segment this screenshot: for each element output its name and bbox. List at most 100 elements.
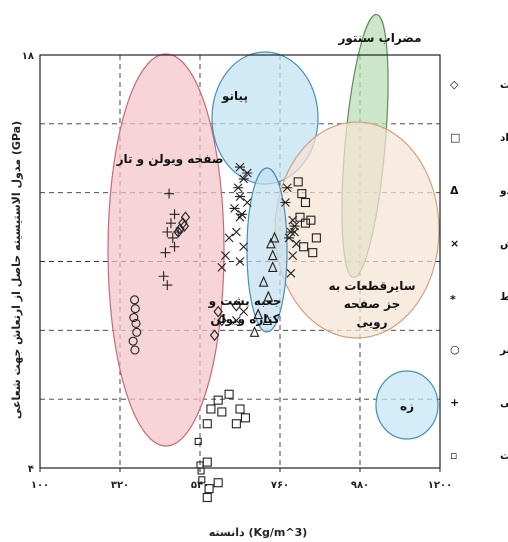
data-point <box>289 221 300 231</box>
data-point <box>293 177 303 187</box>
x-tick-label: ۳۲۰ <box>111 480 129 491</box>
data-point <box>167 232 178 243</box>
data-point <box>285 227 296 237</box>
data-point <box>238 174 249 184</box>
plot-frame <box>39 54 441 469</box>
data-point <box>130 345 140 355</box>
region-label: جعبه پشت و کناره ویولن <box>208 294 282 327</box>
region-label-line: رویی <box>356 315 387 330</box>
data-point <box>129 295 140 305</box>
y-tick-label: ۴ <box>28 464 34 475</box>
legend-entry: گردو <box>499 184 508 197</box>
data-point <box>235 404 245 414</box>
data-point <box>262 314 273 326</box>
data-point <box>129 312 139 323</box>
legend-layer: ◇ افرا پلت □ آزاد Δ گردو × راش ⁎ بلوط ○ صنوبر + کاج ج… <box>450 78 508 462</box>
data-point <box>173 227 184 237</box>
region-label-line: جز صفحه <box>344 297 400 311</box>
data-point <box>267 249 278 261</box>
data-point <box>197 467 205 475</box>
data-point <box>213 305 223 318</box>
data-point <box>224 233 234 243</box>
data-point <box>217 407 227 417</box>
data-point <box>179 220 190 232</box>
data-point <box>291 239 301 249</box>
legend-symbol: ◇ <box>450 78 459 91</box>
legend-entry: راش <box>500 238 508 250</box>
data-point <box>231 299 242 312</box>
data-point <box>236 209 247 219</box>
data-point <box>130 304 140 314</box>
data-point <box>239 307 249 317</box>
data-point <box>242 168 253 178</box>
data-point <box>284 233 295 243</box>
regions-layer <box>107 13 440 447</box>
data-point <box>169 209 180 220</box>
data-point <box>258 275 269 287</box>
legend-symbol: ▫ <box>450 449 457 462</box>
points-layer <box>128 162 321 503</box>
data-point <box>300 197 311 208</box>
region-label: پیانو <box>221 89 248 104</box>
x-tick-label: ۹۸۰ <box>351 480 369 491</box>
data-point <box>165 218 176 229</box>
legend-symbol: □ <box>450 131 460 144</box>
data-point <box>221 251 230 260</box>
data-point <box>306 215 316 225</box>
data-point <box>132 327 142 337</box>
data-point <box>162 227 173 237</box>
data-point <box>253 308 264 320</box>
data-point <box>288 251 298 260</box>
data-point <box>194 437 202 446</box>
data-point <box>311 233 321 243</box>
data-point <box>280 198 291 207</box>
data-point <box>269 231 280 243</box>
data-point <box>297 189 307 199</box>
data-point <box>267 261 278 272</box>
data-point <box>206 404 216 414</box>
y-tick-label: ۱۸ <box>22 51 34 62</box>
y-axis-label: مدول الاستیسیته حاصل از ارتعاش جهت شعاعی… <box>10 121 23 419</box>
data-point <box>229 204 240 213</box>
data-point <box>198 476 206 484</box>
region-label: زه <box>400 399 414 413</box>
legend-entry: کاج جنگلی <box>500 396 508 409</box>
data-point <box>162 280 173 291</box>
data-point <box>235 257 245 266</box>
data-point <box>164 188 175 199</box>
data-point <box>235 192 245 201</box>
data-point <box>286 268 296 278</box>
data-point <box>240 413 251 423</box>
legend-entry: بلوط <box>500 291 508 303</box>
data-point <box>249 325 260 337</box>
data-point <box>202 419 212 429</box>
data-point <box>202 492 212 503</box>
legend-entry: صنوبر <box>499 344 508 356</box>
data-point <box>217 263 227 272</box>
data-point <box>224 389 234 399</box>
x-tick-label: ۷۶۰ <box>271 480 289 491</box>
legend-symbol: ○ <box>450 343 460 356</box>
data-point <box>231 419 241 429</box>
data-point <box>235 162 245 172</box>
legend-symbol: Δ <box>450 184 459 197</box>
data-point <box>300 218 311 228</box>
axes-layer: ۱۰۰ ۳۲۰ ۵۴۰ ۷۶۰ ۹۸۰ ۱۲۰۰ ۱۸ ۴ <box>22 51 452 491</box>
region-label: صفحه ویولن و تار <box>116 152 224 167</box>
data-point <box>213 395 223 405</box>
region-label: سایرقطعات به جز صفحه رویی <box>328 279 415 330</box>
legend-entry: افرا پلت <box>500 79 508 91</box>
data-point <box>242 198 252 207</box>
region-label-line: جعبه پشت و <box>208 294 282 309</box>
region-labels-layer: صفحه ویولن و تار پیانو مضراب سنتور سایرقطعا… <box>116 31 422 413</box>
x-tick-label: ۱۰۰ <box>31 480 49 491</box>
x-tick-label: ۵۴۰ <box>191 480 209 491</box>
data-point <box>239 242 249 252</box>
data-point <box>233 183 244 193</box>
region-ellipse <box>375 370 439 440</box>
legend-symbol: + <box>450 396 459 409</box>
x-tick-label: ۱۲۰۰ <box>428 480 452 491</box>
data-point <box>169 241 180 252</box>
